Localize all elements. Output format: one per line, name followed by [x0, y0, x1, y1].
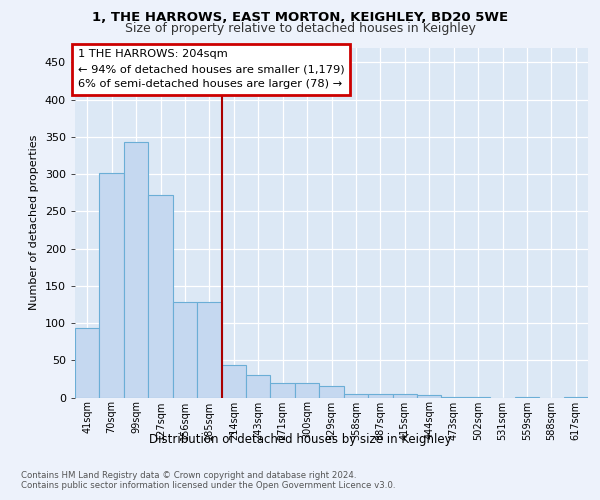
Y-axis label: Number of detached properties: Number of detached properties [29, 135, 39, 310]
Bar [392, 394, 417, 398]
Bar [148, 195, 173, 398]
Bar [221, 366, 246, 398]
Text: Distribution of detached houses by size in Keighley: Distribution of detached houses by size … [149, 432, 451, 446]
Bar [295, 382, 319, 398]
Bar [563, 397, 588, 398]
Bar [100, 172, 124, 398]
Bar [442, 397, 466, 398]
Text: 1 THE HARROWS: 204sqm
← 94% of detached houses are smaller (1,179)
6% of semi-de: 1 THE HARROWS: 204sqm ← 94% of detached … [77, 50, 344, 89]
Bar [344, 394, 368, 398]
Bar [75, 328, 100, 398]
Text: Contains HM Land Registry data © Crown copyright and database right 2024.: Contains HM Land Registry data © Crown c… [21, 472, 356, 480]
Bar [515, 397, 539, 398]
Bar [466, 397, 490, 398]
Bar [271, 382, 295, 398]
Bar [124, 142, 148, 398]
Bar [319, 386, 344, 398]
Bar [173, 302, 197, 398]
Bar [197, 302, 221, 398]
Bar [417, 396, 442, 398]
Bar [368, 394, 392, 398]
Text: Contains public sector information licensed under the Open Government Licence v3: Contains public sector information licen… [21, 481, 395, 490]
Bar [246, 375, 271, 398]
Text: Size of property relative to detached houses in Keighley: Size of property relative to detached ho… [125, 22, 475, 35]
Text: 1, THE HARROWS, EAST MORTON, KEIGHLEY, BD20 5WE: 1, THE HARROWS, EAST MORTON, KEIGHLEY, B… [92, 11, 508, 24]
